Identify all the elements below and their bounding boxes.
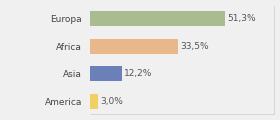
Bar xyxy=(90,94,97,109)
Bar xyxy=(90,39,178,54)
Text: 51,3%: 51,3% xyxy=(228,14,256,23)
Text: 3,0%: 3,0% xyxy=(100,97,123,106)
Text: 12,2%: 12,2% xyxy=(124,69,153,78)
Bar xyxy=(90,11,225,26)
Text: 33,5%: 33,5% xyxy=(181,42,209,51)
Bar xyxy=(90,66,122,81)
